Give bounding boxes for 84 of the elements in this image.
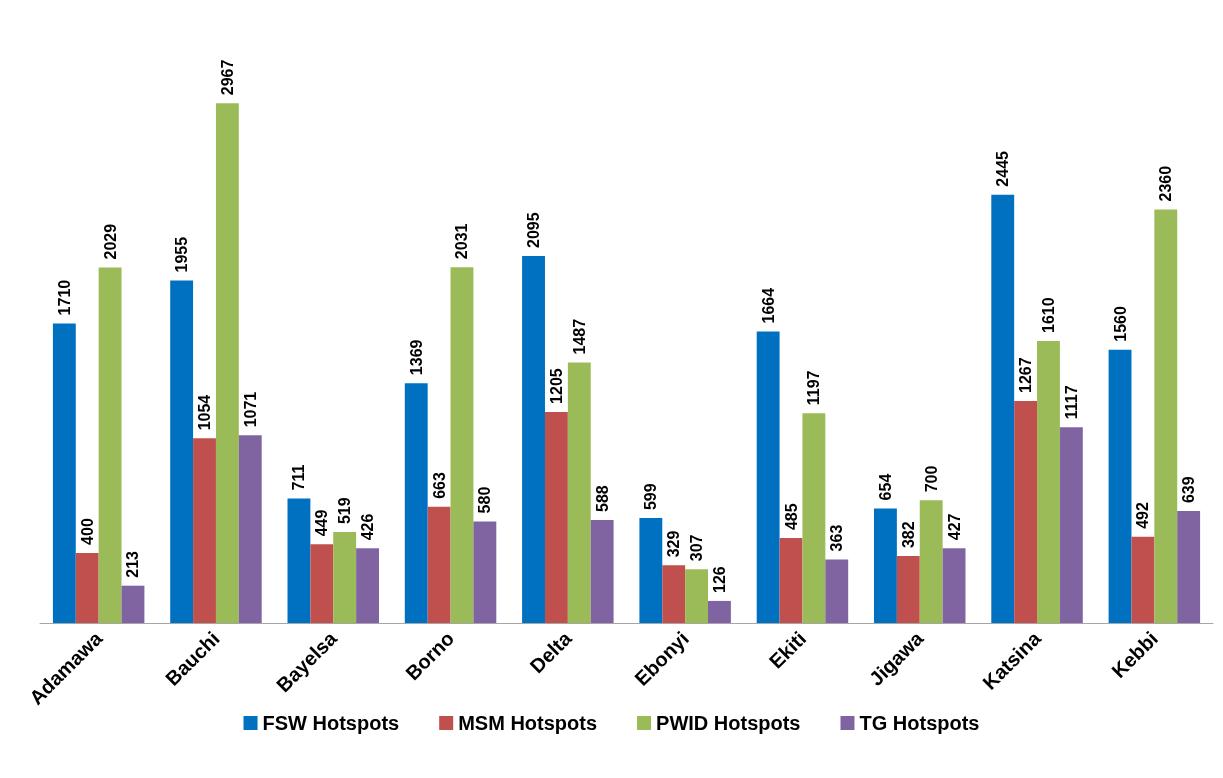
- bar: [404, 383, 428, 623]
- data-label: 2031: [453, 223, 471, 260]
- data-label: 1560: [1111, 305, 1129, 342]
- bar: [98, 267, 122, 623]
- bar: [874, 508, 897, 623]
- data-label: 700: [922, 465, 940, 493]
- data-label: 1610: [1039, 297, 1057, 333]
- bar: [639, 518, 663, 623]
- legend-label: MSM Hotspots: [458, 712, 598, 734]
- bar: [238, 435, 262, 623]
- data-label: 126: [710, 566, 728, 593]
- bar: [779, 538, 803, 623]
- bar: [708, 600, 731, 623]
- data-label: 599: [642, 483, 660, 511]
- data-label: 2095: [525, 212, 543, 248]
- bar: [590, 519, 614, 623]
- bar: [567, 362, 591, 623]
- bar: [75, 552, 99, 623]
- bar: [991, 194, 1015, 623]
- bar: [170, 280, 194, 623]
- data-label: 2360: [1157, 165, 1175, 202]
- data-label: 449: [313, 509, 331, 537]
- bar: [1059, 427, 1083, 623]
- bar: [427, 506, 451, 623]
- data-label: 1205: [547, 368, 565, 404]
- legend-label: TG Hotspots: [859, 712, 980, 734]
- bar: [544, 411, 568, 623]
- data-label: 711: [290, 464, 308, 491]
- data-label: 1117: [1062, 385, 1080, 420]
- data-label: 2445: [994, 150, 1012, 187]
- bar: [1014, 401, 1038, 623]
- data-label: 580: [476, 486, 494, 514]
- data-label: 519: [336, 497, 354, 525]
- bar: [802, 413, 826, 623]
- bar: [942, 548, 966, 623]
- bar: [473, 521, 497, 623]
- legend-label: PWID Hotspots: [656, 712, 801, 734]
- bar: [356, 548, 379, 623]
- bar: [1177, 511, 1201, 623]
- data-label: 1054: [196, 394, 214, 431]
- bar: [1154, 209, 1178, 623]
- legend-label: FSW Hotspots: [262, 712, 400, 734]
- data-label: 400: [78, 518, 96, 545]
- bar: [662, 565, 686, 623]
- bar: [522, 255, 545, 623]
- bar: [685, 569, 709, 623]
- bar: [450, 267, 474, 623]
- data-label: 639: [1180, 476, 1198, 504]
- data-label: 485: [782, 503, 800, 531]
- data-label: 2967: [218, 59, 236, 96]
- bar: [1037, 340, 1060, 623]
- bar: [215, 103, 239, 623]
- bar: [333, 532, 357, 623]
- data-label: 426: [359, 513, 377, 541]
- data-label: 654: [876, 473, 894, 501]
- data-label: 382: [899, 521, 917, 549]
- bar: [52, 323, 76, 623]
- data-label: 427: [945, 513, 963, 541]
- data-label: 307: [688, 534, 706, 562]
- bar: [287, 498, 311, 623]
- data-label: 2029: [101, 223, 119, 260]
- bar: [310, 544, 334, 623]
- data-label: 1369: [407, 339, 425, 376]
- bar: [193, 438, 216, 623]
- bar: [825, 559, 849, 623]
- data-label: 363: [828, 524, 846, 552]
- bar: [1131, 536, 1155, 623]
- data-label: 588: [593, 485, 611, 512]
- data-label: 1071: [241, 391, 259, 428]
- bar: [1108, 349, 1132, 623]
- data-label: 329: [665, 530, 683, 558]
- bar: [919, 500, 943, 623]
- bar: [121, 585, 145, 623]
- data-label: 492: [1134, 502, 1152, 529]
- bar: [756, 331, 780, 623]
- data-label: 1487: [570, 318, 588, 355]
- data-label: 663: [430, 472, 448, 499]
- data-label: 1955: [173, 236, 191, 273]
- data-label: 213: [124, 550, 142, 578]
- data-label: 1664: [759, 287, 777, 324]
- bar: [896, 556, 920, 623]
- data-label: 1197: [805, 370, 823, 406]
- data-label: 1267: [1017, 357, 1035, 394]
- data-label: 1710: [55, 279, 73, 316]
